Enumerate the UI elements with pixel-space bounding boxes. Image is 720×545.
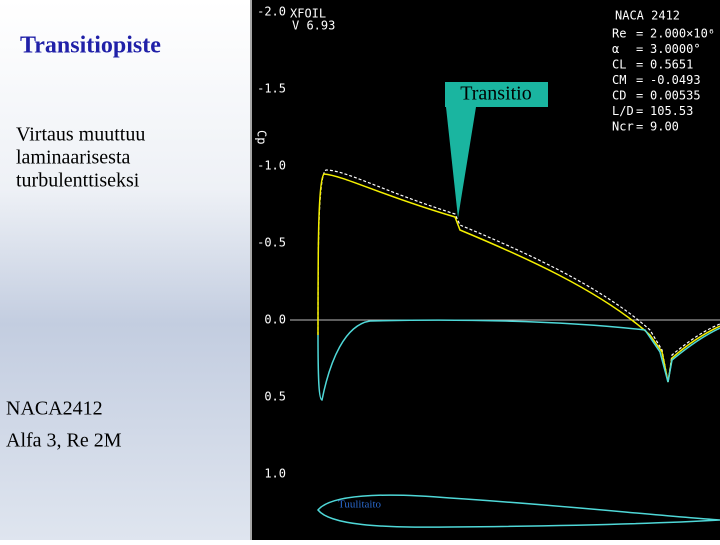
param-value: 0.00535 <box>650 89 701 103</box>
caption-line: Alfa 3, Re 2M <box>6 430 122 452</box>
param-equals: = <box>636 104 643 118</box>
param-name: L/D <box>612 104 634 118</box>
param-value: 105.53 <box>650 104 693 118</box>
param-value: 2.000×10⁶ <box>650 27 715 41</box>
y-tick-label: 0.5 <box>264 390 286 404</box>
program-name: XFOIL <box>290 7 326 21</box>
upper-cp-curve <box>317 173 720 383</box>
body-text: Virtaus muuttuulaminaarisestaturbulentti… <box>16 124 145 192</box>
param-equals: = <box>636 89 643 103</box>
body-line: laminaarisesta <box>16 147 131 169</box>
param-equals: = <box>636 120 643 134</box>
y-axis-label: Cp <box>255 130 269 144</box>
y-tick-label: -1.0 <box>257 159 286 173</box>
watermark: Tuulitaito <box>338 499 381 511</box>
callout-pointer <box>446 107 476 218</box>
param-value: 9.00 <box>650 120 679 134</box>
y-tick-label: -1.5 <box>257 82 286 96</box>
y-ticks: -2.0 -1.5 -1.0 -0.5 0.0 0.5 1.0 <box>257 5 286 481</box>
caption-line: NACA2412 <box>6 398 103 420</box>
body-line: Virtaus muuttuu <box>16 124 145 146</box>
y-tick-label: -0.5 <box>257 236 286 250</box>
param-equals: = <box>636 42 643 56</box>
y-tick-label: 1.0 <box>264 467 286 481</box>
airfoil-name: NACA 2412 <box>615 9 680 23</box>
airfoil-shape <box>317 494 720 528</box>
param-name: CD <box>612 89 626 103</box>
program-version: V 6.93 <box>292 19 335 33</box>
param-name: CL <box>612 58 626 72</box>
param-equals: = <box>636 73 643 87</box>
y-tick-label: -2.0 <box>257 5 286 19</box>
y-tick-label: 0.0 <box>264 313 286 327</box>
param-value: 3.0000° <box>650 42 701 56</box>
left-panel <box>0 0 250 540</box>
param-name: Re <box>612 27 626 41</box>
param-value: -0.0493 <box>650 73 701 87</box>
body-line: turbulenttiseksi <box>16 170 140 192</box>
callout-text: Transitio <box>460 83 532 105</box>
param-value: 0.5651 <box>650 58 693 72</box>
caption: NACA2412 Alfa 3, Re 2M <box>6 398 122 452</box>
param-name: α <box>612 42 619 56</box>
callout-box <box>445 82 548 107</box>
param-name: CM <box>612 73 626 87</box>
params: Re = 2.000×10⁶ α = 3.0000° CL = 0.5651 CM = -0.0493… <box>612 27 715 134</box>
slide-title: Transitiopiste <box>20 33 161 59</box>
lower-cp-curve <box>317 319 720 401</box>
param-name: Ncr <box>612 120 634 134</box>
param-equals: = <box>636 58 643 72</box>
param-equals: = <box>636 27 643 41</box>
